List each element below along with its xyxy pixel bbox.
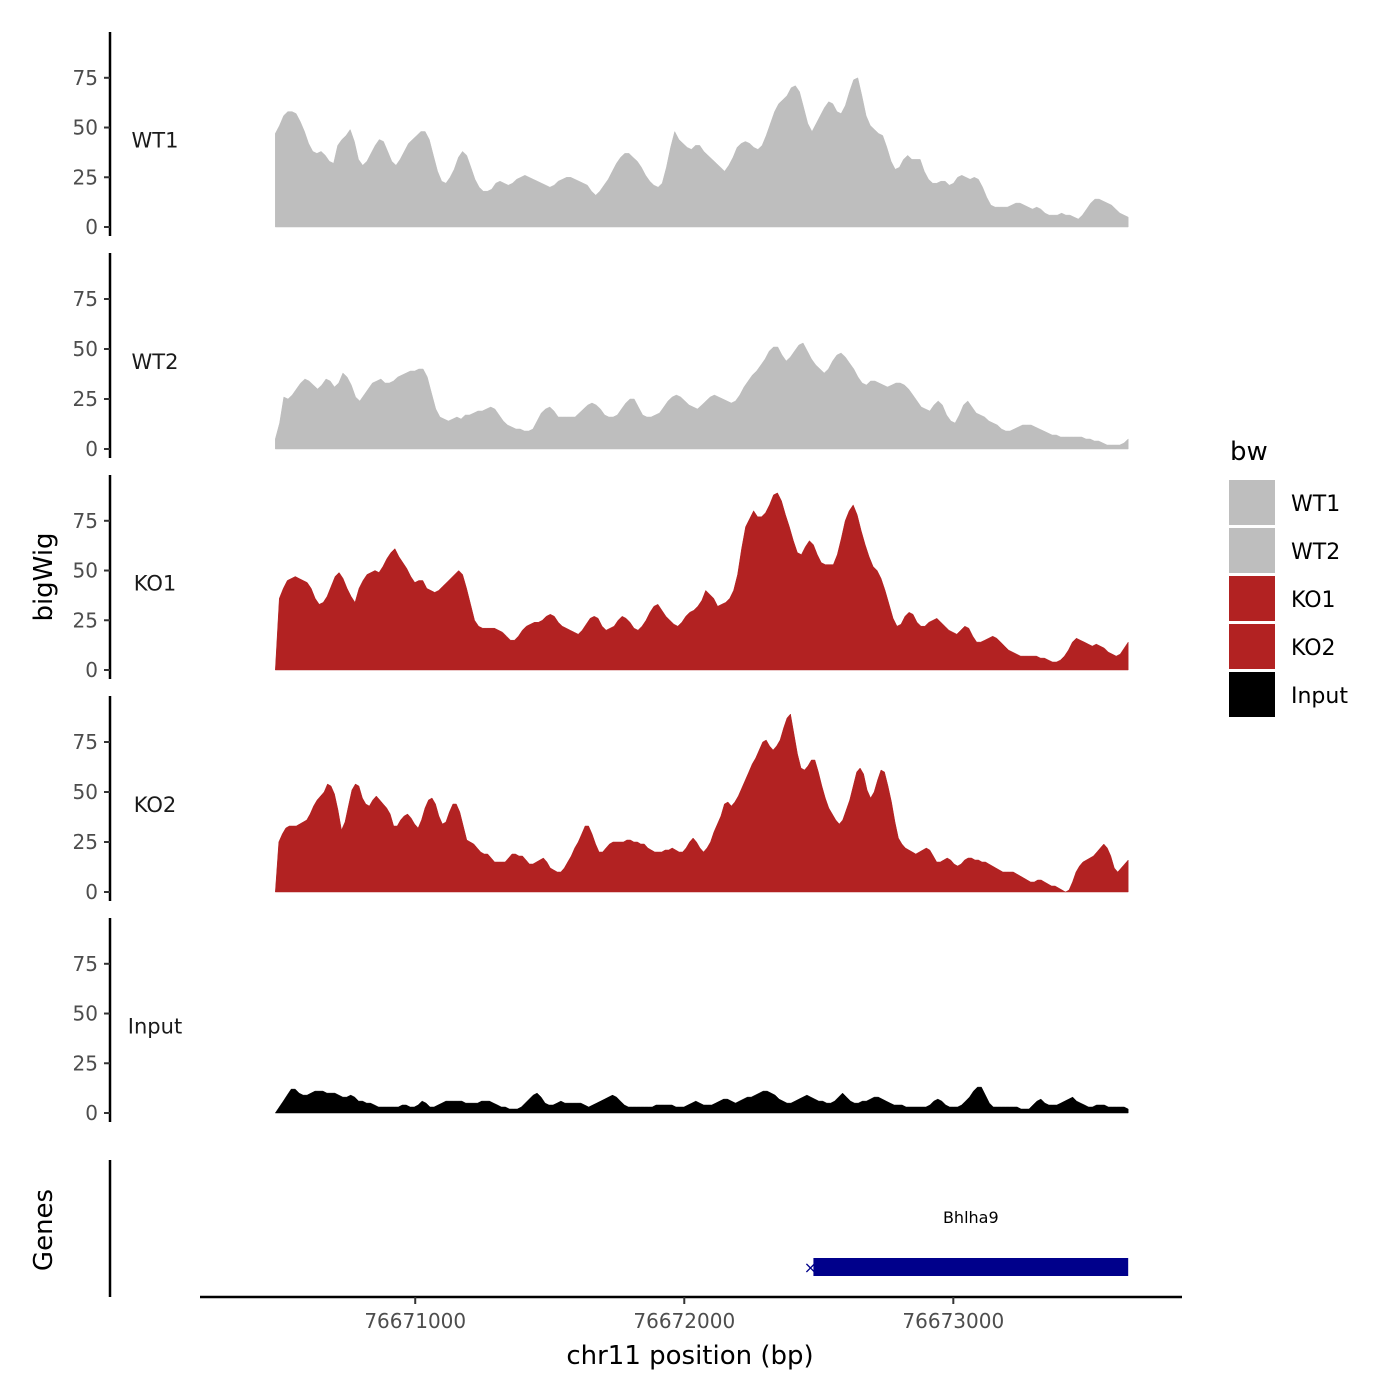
legend-key-input — [1229, 672, 1275, 717]
track-input: 0 25 50 75 Input — [73, 918, 1129, 1125]
y-tick-label-wt2-75: 75 — [73, 287, 98, 311]
legend-key-ko1 — [1229, 576, 1275, 621]
x-axis: 76671000 76672000 76673000 — [200, 1295, 1182, 1333]
y-tick-label-ko2-75: 75 — [73, 730, 98, 754]
y-tick-label-wt1-25: 25 — [73, 165, 98, 189]
legend: bw WT1 WT2 KO1 KO2 Input — [1229, 437, 1348, 717]
y-tick-label-ko1-50: 50 — [73, 559, 98, 583]
y-tick-label-ko2-25: 25 — [73, 830, 98, 854]
legend-key-wt2 — [1229, 528, 1275, 573]
y-tick-label-wt1-50: 50 — [73, 116, 98, 140]
y-tick-label-wt2-0: 0 — [85, 437, 98, 461]
legend-label-ko1: KO1 — [1291, 588, 1336, 613]
gene-strand-mark: × — [804, 1258, 817, 1277]
track-wt1: 0 25 50 75 WT1 — [73, 32, 1129, 239]
y-tick-label-wt2-50: 50 — [73, 337, 98, 361]
y-tick-label-wt1-75: 75 — [73, 66, 98, 90]
track-label-wt2: WT2 — [132, 350, 179, 374]
gene-label-bhlha9: Bhlha9 — [943, 1208, 999, 1227]
area-wt1 — [275, 77, 1129, 228]
legend-key-wt1 — [1229, 480, 1275, 525]
x-axis-title: chr11 position (bp) — [566, 1341, 813, 1371]
track-ko1: 0 25 50 75 KO1 — [73, 475, 1129, 682]
y-tick-label-ko1-25: 25 — [73, 608, 98, 632]
area-ko1 — [275, 492, 1129, 671]
y-tick-label-wt2-25: 25 — [73, 387, 98, 411]
track-label-ko1: KO1 — [134, 571, 177, 595]
legend-key-ko2 — [1229, 624, 1275, 669]
legend-title: bw — [1230, 437, 1268, 467]
genes-axis-title: Genes — [29, 1189, 59, 1271]
track-label-ko2: KO2 — [134, 793, 177, 817]
area-input — [275, 1086, 1129, 1114]
track-label-wt1: WT1 — [132, 128, 179, 152]
track-wt2: 0 25 50 75 WT2 — [73, 253, 1129, 461]
legend-label-wt2: WT2 — [1291, 540, 1340, 565]
x-tick-label-76673000: 76673000 — [902, 1309, 1004, 1333]
genes-track: × Bhlha9 — [108, 1160, 1129, 1297]
legend-label-input: Input — [1291, 684, 1348, 709]
y-tick-label-input-75: 75 — [73, 952, 98, 976]
track-ko2: 0 25 50 75 KO2 — [73, 696, 1129, 904]
y-tick-label-ko1-0: 0 — [85, 658, 98, 682]
y-tick-label-ko2-50: 50 — [73, 780, 98, 804]
y-tick-label-input-0: 0 — [85, 1101, 98, 1125]
signal-tracks: 0 25 50 75 WT1 0 25 50 75 WT2 0 25 50 75 KO1 0 25 50 75 KO2… — [73, 32, 1129, 1125]
x-tick-label-76671000: 76671000 — [364, 1309, 466, 1333]
legend-label-wt1: WT1 — [1291, 492, 1340, 517]
y-axis-title: bigWig — [29, 532, 59, 621]
y-tick-label-input-25: 25 — [73, 1051, 98, 1075]
x-tick-label-76672000: 76672000 — [633, 1309, 735, 1333]
track-label-input: Input — [128, 1014, 182, 1038]
y-tick-label-wt1-0: 0 — [85, 215, 98, 239]
gene-bhlha9 — [813, 1258, 1129, 1276]
y-tick-label-ko1-75: 75 — [73, 509, 98, 533]
y-tick-label-input-50: 50 — [73, 1002, 98, 1026]
area-wt2 — [275, 342, 1129, 450]
legend-label-ko2: KO2 — [1291, 636, 1336, 661]
area-ko2 — [275, 713, 1129, 893]
y-tick-label-ko2-0: 0 — [85, 880, 98, 904]
